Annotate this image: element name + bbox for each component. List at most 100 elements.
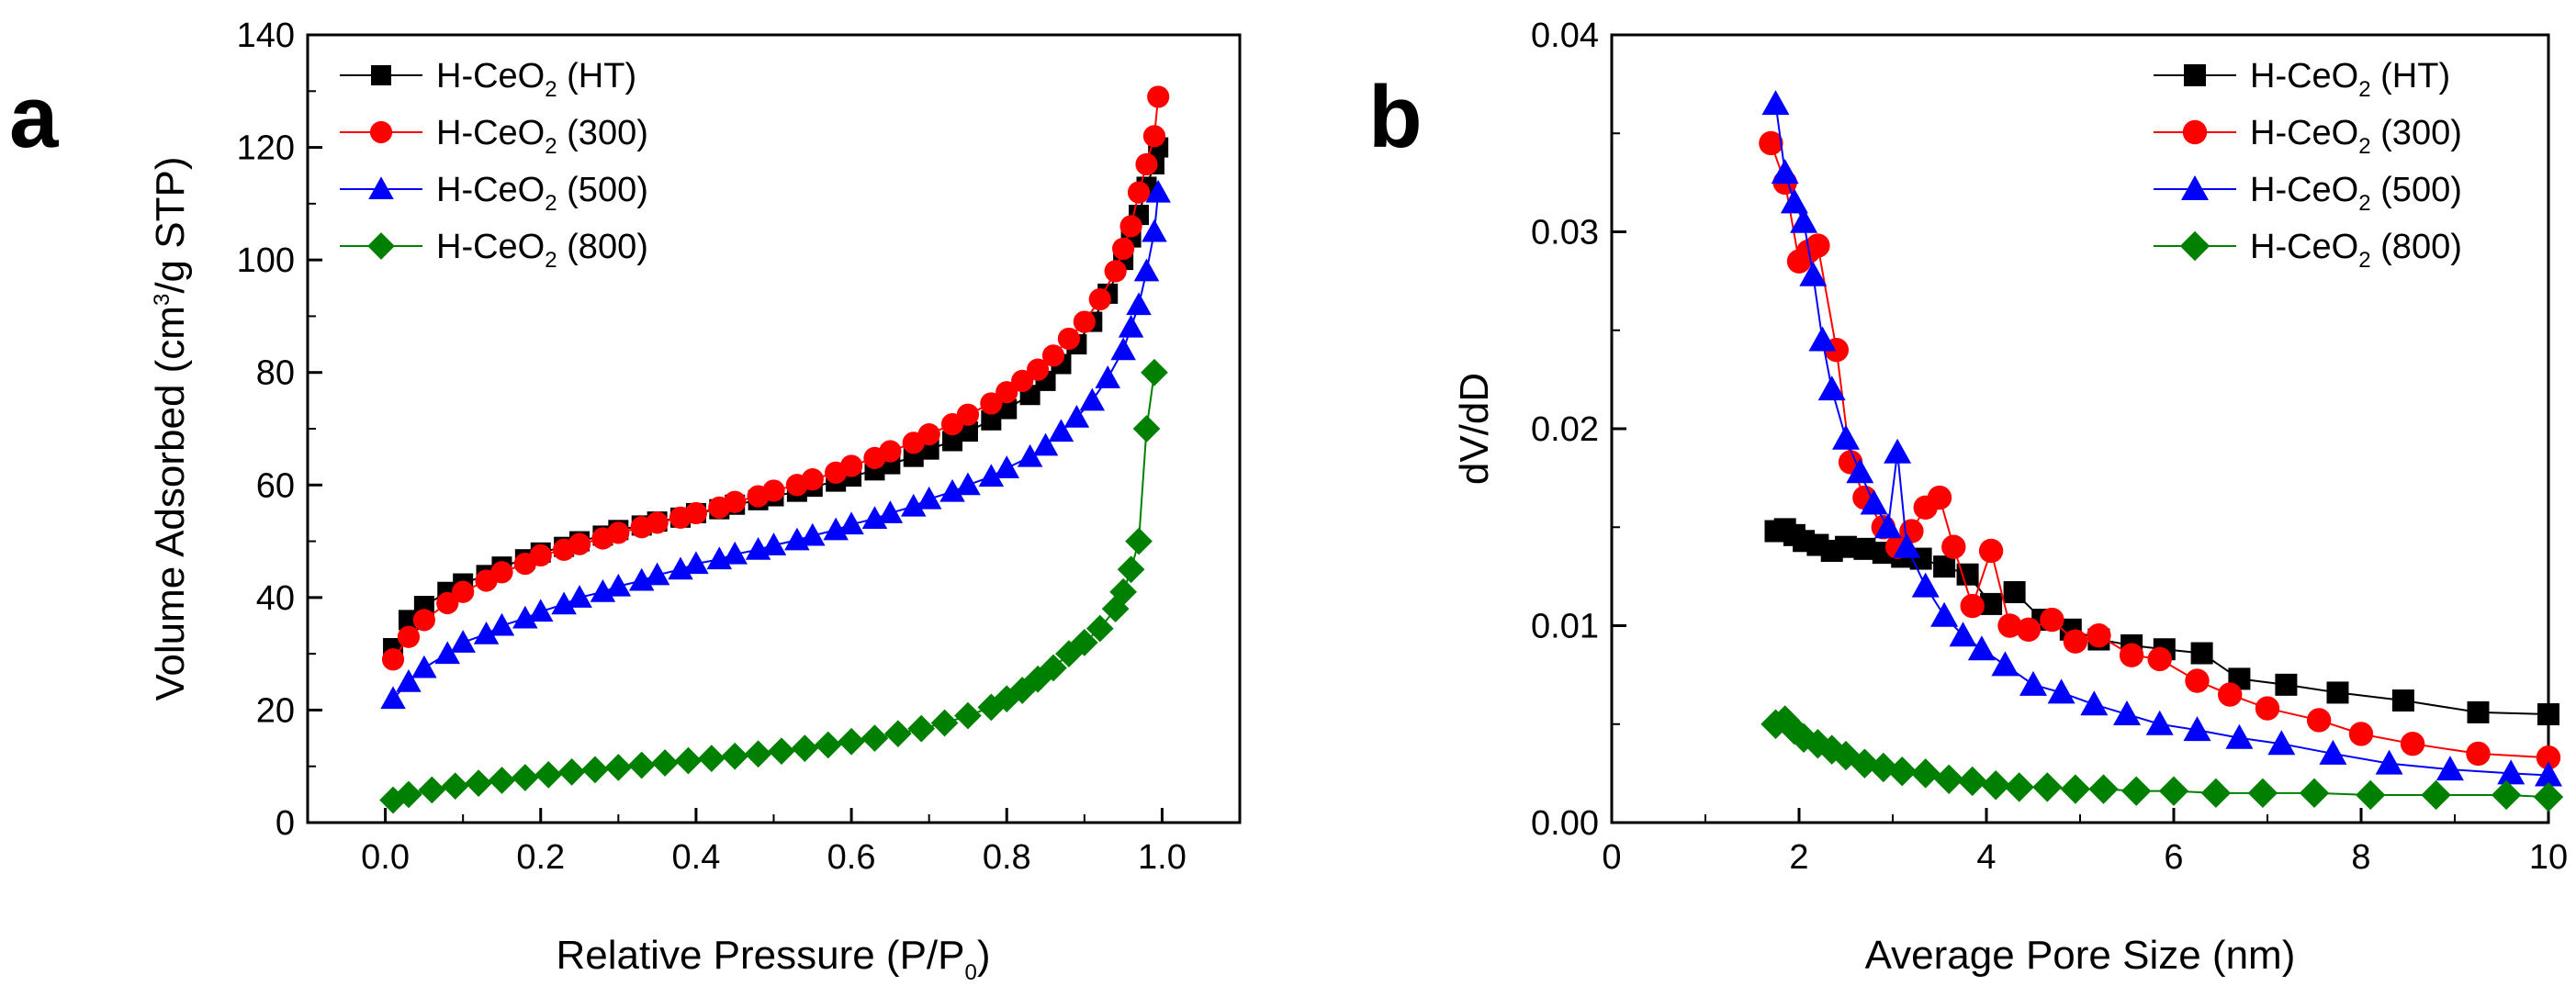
legend-label-sub: 2 xyxy=(545,134,557,159)
legend-item: H-CeO2 (500) xyxy=(340,171,648,216)
data-point xyxy=(762,479,785,502)
data-point xyxy=(978,464,1005,487)
panel-b-x-axis-title: Average Pore Size (nm) xyxy=(1865,933,2296,978)
legend-marker xyxy=(2179,230,2210,262)
data-point xyxy=(1026,358,1050,381)
data-point xyxy=(2183,716,2211,742)
data-point xyxy=(1770,705,1800,735)
data-point xyxy=(1135,152,1158,176)
legend-label-sub: 2 xyxy=(2358,191,2370,216)
data-point xyxy=(930,709,959,737)
legend-marker xyxy=(2184,64,2206,86)
data-point xyxy=(2113,700,2141,726)
data-point xyxy=(1884,438,1912,464)
data-point xyxy=(1803,729,1833,759)
data-point xyxy=(627,751,656,779)
panel-a-legend: H-CeO2 (HT) H-CeO2 (300) H-CeO2 (500) H-CeO… xyxy=(340,57,648,273)
data-point xyxy=(1997,613,2022,638)
legend-label: H-CeO2 (800) xyxy=(2250,228,2462,273)
data-point xyxy=(1048,419,1074,443)
data-point xyxy=(1145,179,1171,203)
data-point xyxy=(2158,776,2189,806)
legend-marker xyxy=(368,176,394,199)
legend-label-main: H-CeO xyxy=(436,57,545,95)
series-2 xyxy=(1761,90,2562,787)
data-point xyxy=(2391,689,2414,712)
data-point xyxy=(397,625,421,648)
data-point xyxy=(2400,732,2425,756)
data-point xyxy=(607,521,630,544)
data-point xyxy=(452,580,475,603)
data-point xyxy=(1790,207,1818,233)
data-point xyxy=(2016,617,2042,642)
data-point xyxy=(644,562,670,586)
legend-label-main: H-CeO xyxy=(436,228,545,266)
data-point xyxy=(2299,778,2330,809)
data-point xyxy=(1119,215,1142,238)
legend-label-main: H-CeO xyxy=(2250,57,2358,95)
legend-label-end: (500) xyxy=(2371,171,2462,209)
legend-item: H-CeO2 (800) xyxy=(340,228,648,273)
legend-label: H-CeO2 (HT) xyxy=(2250,57,2450,102)
legend-item: H-CeO2 (300) xyxy=(2154,114,2462,159)
data-point xyxy=(2497,759,2525,785)
x-tick-label: 2 xyxy=(1789,838,1808,877)
data-point xyxy=(395,780,422,809)
data-point xyxy=(1780,188,1808,214)
data-point xyxy=(2190,642,2213,665)
data-point xyxy=(2019,670,2047,696)
x-tick-label: 1.0 xyxy=(1138,838,1187,877)
data-point xyxy=(839,454,863,477)
data-point xyxy=(412,609,435,632)
legend-label-sub: 2 xyxy=(2358,248,2370,273)
data-point xyxy=(2319,739,2347,765)
y-tick-label: 40 xyxy=(256,579,295,618)
data-point xyxy=(1017,443,1043,467)
data-point xyxy=(1873,513,1902,539)
x-tick-label: 0.8 xyxy=(983,838,1031,877)
x-tick-label: 0.2 xyxy=(516,838,565,877)
legend-item: H-CeO2 (500) xyxy=(2154,171,2462,216)
data-point xyxy=(791,734,819,762)
data-point xyxy=(1981,770,2011,801)
data-point xyxy=(768,737,795,766)
data-point xyxy=(379,786,407,814)
data-point xyxy=(396,669,422,692)
series-line xyxy=(392,372,1155,801)
data-point xyxy=(1141,358,1168,387)
data-point xyxy=(917,423,940,446)
legend-label-main: H-CeO xyxy=(436,114,545,152)
panel-b-ticks: 0 2 4 6 8 10 0.00 0.01 0.02 0.03 0.04 xyxy=(1531,17,2568,877)
series-3 xyxy=(1760,705,2564,812)
legend-marker xyxy=(367,232,395,260)
x-tick-label: 8 xyxy=(2351,838,2370,877)
x-tick-label: 0 xyxy=(1602,838,1621,877)
data-point xyxy=(1832,424,1860,450)
data-point xyxy=(954,701,982,730)
panel-a-y-axis-title: Volume Adsorbed (cm3/g STP) xyxy=(148,157,193,701)
y-tick-label: 0.00 xyxy=(1531,804,1599,843)
data-point xyxy=(2060,774,2091,804)
data-point xyxy=(581,756,609,784)
x-tick-label: 6 xyxy=(2164,838,2183,877)
data-point xyxy=(567,585,592,608)
data-point xyxy=(1799,261,1828,286)
data-point xyxy=(557,757,586,786)
y-tick-label: 20 xyxy=(256,691,295,730)
data-point xyxy=(604,754,633,781)
data-point xyxy=(956,403,980,426)
legend-item: H-CeO2 (300) xyxy=(340,114,648,159)
data-point xyxy=(760,532,787,555)
data-point xyxy=(436,591,459,615)
y-tick-label: 140 xyxy=(237,17,295,55)
legend-item: H-CeO2 (HT) xyxy=(340,57,636,102)
data-point xyxy=(1817,375,1846,401)
legend-label-sub: 2 xyxy=(2358,77,2370,102)
data-point xyxy=(1911,572,1940,598)
data-point xyxy=(651,749,679,777)
data-point xyxy=(1147,85,1170,108)
data-point xyxy=(2255,696,2280,721)
data-point xyxy=(1142,125,1166,148)
x-tick-label: 0.6 xyxy=(827,838,876,877)
data-point xyxy=(994,455,1019,478)
